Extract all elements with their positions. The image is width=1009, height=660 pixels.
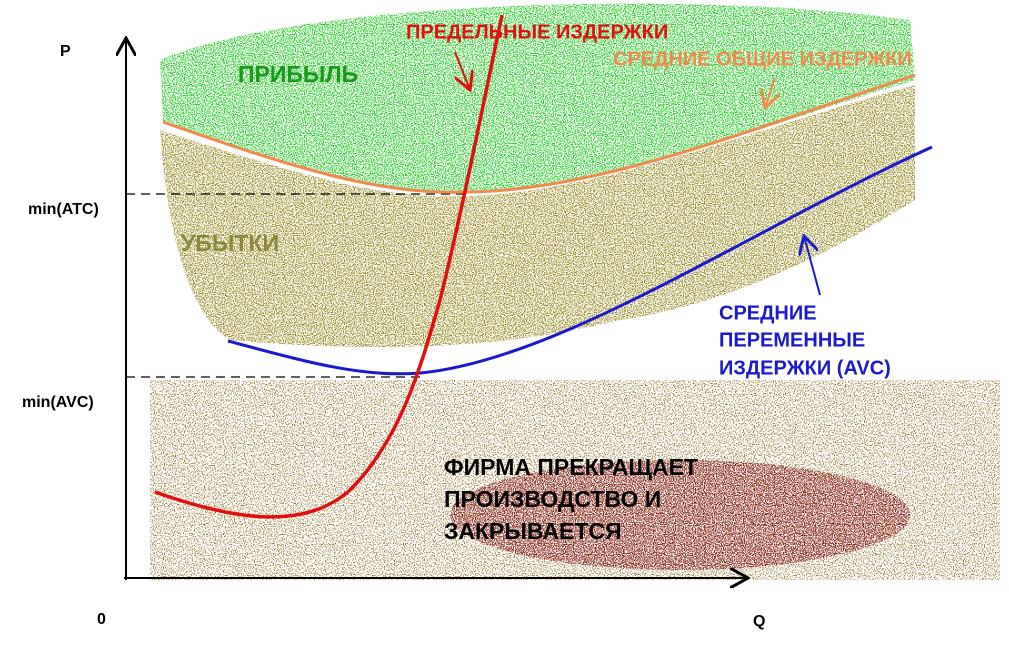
avc-label: ПЕРЕМЕННЫЕ [719, 329, 865, 351]
avc-pointer [804, 236, 821, 296]
mc-curve [154, 14, 504, 519]
mc-pointer [454, 51, 470, 90]
profit-region [160, 3, 915, 193]
mc-label: ПРЕДЕЛЬНЫЕ ИЗДЕРЖКИ [406, 21, 668, 43]
min-avc-label: min(AVC) [22, 394, 94, 411]
atc-curve [162, 73, 916, 194]
atc-label: СРЕДНИЕ ОБЩИЕ ИЗДЕРЖКИ [613, 48, 912, 70]
shutdown-label: ФИРМА ПРЕКРАЩАЕТ [444, 454, 698, 480]
origin-label: 0 [97, 611, 106, 628]
y-axis-label: P [60, 43, 71, 60]
atc-pointer [765, 77, 775, 108]
avc-label: СРЕДНИЕ [719, 302, 817, 324]
shutdown-label: ПРОИЗВОДСТВО И [444, 486, 661, 512]
shutdown-label: ЗАКРЫВАЕТСЯ [444, 518, 622, 544]
avc-label: ИЗДЕРЖКИ (AVC) [719, 357, 891, 379]
loss-region [160, 85, 915, 348]
profit-label: ПРИБЫЛЬ [238, 61, 358, 87]
loss-label: УБЫТКИ [181, 230, 279, 256]
shutdown-region [450, 460, 910, 570]
min-atc-label: min(ATC) [28, 201, 99, 218]
x-axis-label: Q [753, 613, 765, 630]
avc-curve [227, 145, 933, 376]
